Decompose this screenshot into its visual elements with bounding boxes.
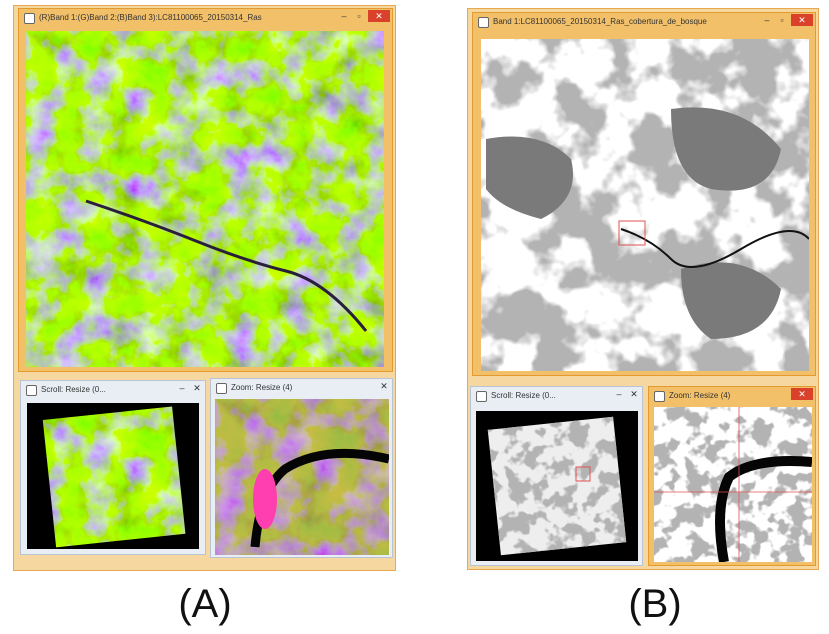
image [654,407,812,562]
title-bar: Band 1:LC81100065_20150314_Ras_cobertura… [473,13,815,31]
scroll-window[interactable]: Scroll: Resize (0... –✕ [20,380,206,555]
image [215,399,389,555]
title-bar: (R)Band 1:(G)Band 2:(B)Band 3):LC8110006… [19,9,392,27]
title-bar: Zoom: Resize (4) ✕ [649,387,815,405]
image-view [476,411,638,561]
image-view [27,403,199,549]
window-title: Zoom: Resize (4) [231,383,292,392]
close-button[interactable]: ✕ [378,380,390,392]
minimize-button[interactable]: – [613,388,625,400]
close-button[interactable]: ✕ [791,388,813,400]
panel-label: (B) [595,582,715,627]
zoom-window[interactable]: Zoom: Resize (4) ✕ [210,378,393,558]
window-title: Zoom: Resize (4) [669,391,730,400]
window-title: Band 1:LC81100065_20150314_Ras_cobertura… [493,17,707,26]
scene-footprint [43,406,186,547]
title-bar: Zoom: Resize (4) ✕ [211,379,392,397]
screenshot: {"panels": [ {"label": "(A)", "main_wind… [0,0,829,634]
main-window[interactable]: (R)Band 1:(G)Band 2:(B)Band 3):LC8110006… [18,8,393,372]
close-button[interactable]: ✕ [368,10,390,22]
tint [215,399,389,555]
image [481,39,809,371]
image [27,403,199,549]
image-view [481,39,809,371]
image [26,31,384,367]
minimize-button[interactable]: – [761,14,773,26]
window-title: Scroll: Resize (0... [41,385,106,394]
false-color-image [26,31,384,367]
close-button[interactable]: ✕ [628,388,640,400]
minimize-button[interactable]: – [338,10,350,22]
panel-label: (A) [145,582,265,627]
zoom-window[interactable]: Zoom: Resize (4) ✕ [648,386,816,566]
image-view [215,399,389,555]
window-title: (R)Band 1:(G)Band 2:(B)Band 3):LC8110006… [39,13,262,22]
minimize-button[interactable]: – [176,382,188,394]
window-title: Scroll: Resize (0... [491,391,556,400]
title-bar: Scroll: Resize (0... –✕ [471,387,642,405]
scene-footprint [488,417,626,555]
patch [253,469,277,529]
scroll-window[interactable]: Scroll: Resize (0... –✕ [470,386,643,566]
close-button[interactable]: ✕ [191,382,203,394]
main-window[interactable]: Band 1:LC81100065_20150314_Ras_cobertura… [472,12,816,376]
image [476,411,638,561]
image-view [654,407,812,562]
maximize-button[interactable]: ▫ [776,14,788,26]
maximize-button[interactable]: ▫ [353,10,365,22]
close-button[interactable]: ✕ [791,14,813,26]
image-view [26,31,384,367]
title-bar: Scroll: Resize (0... –✕ [21,381,205,399]
zoomed-mask [654,407,812,562]
